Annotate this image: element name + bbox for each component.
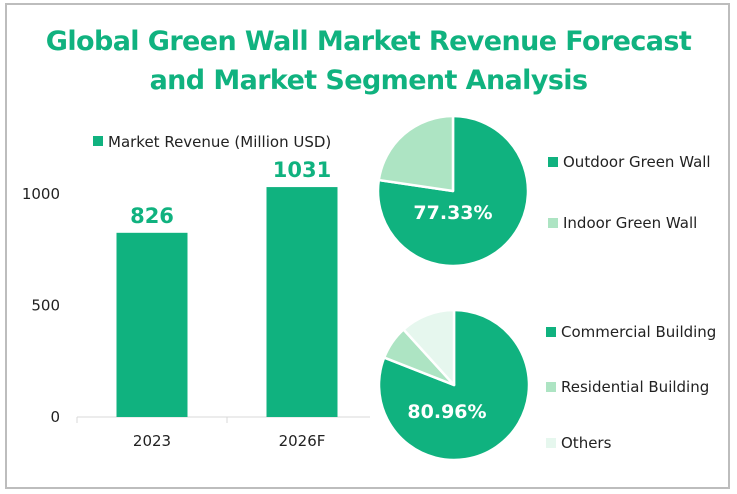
legend-swatch: [546, 382, 556, 392]
legend-swatch: [548, 218, 558, 228]
pie-legend-wall-type: Outdoor Green Wall Indoor Green Wall: [548, 153, 711, 232]
bar-value-label: 826: [130, 204, 174, 228]
bar-2026F: [266, 187, 338, 417]
legend-label: Outdoor Green Wall: [563, 153, 711, 171]
legend-label: Commercial Building: [561, 323, 716, 341]
bar-2023: [116, 232, 188, 417]
y-tick-label: 1000: [22, 185, 60, 203]
legend-label: Residential Building: [561, 378, 709, 396]
bar-value-label: 1031: [273, 158, 331, 182]
legend-swatch: [546, 327, 556, 337]
legend-label: Indoor Green Wall: [563, 214, 697, 232]
pie-slice-others: [402, 308, 456, 387]
pie-legend-building-type: Commercial Building Residential Building O…: [546, 323, 716, 452]
bar-legend-label: Market Revenue (Million USD): [108, 133, 331, 151]
bar-chart: Market Revenue (Million USD) 0 500 1000 82…: [22, 133, 370, 450]
chart-frame: [5, 3, 730, 489]
pie-percent-label: 77.33%: [413, 202, 492, 224]
pie-slice-commercial-building: [377, 308, 531, 462]
title-line-2: and Market Segment Analysis: [149, 65, 588, 96]
legend-label: Others: [561, 434, 612, 452]
chart-title: Global Green Wall Market Revenue Forecas…: [0, 22, 737, 100]
legend-swatch: [546, 438, 556, 448]
pie-slice-indoor-green-wall: [377, 114, 455, 193]
y-tick-label: 0: [50, 408, 60, 426]
x-tick-label: 2026F: [279, 432, 326, 450]
pie-percent-label: 80.96%: [407, 401, 486, 423]
bar-legend-swatch: [93, 136, 103, 146]
legend-swatch: [548, 157, 558, 167]
x-tick-label: 2023: [133, 432, 171, 450]
y-tick-label: 500: [31, 297, 60, 315]
pie-chart-building-type: 80.96%: [377, 308, 531, 462]
title-line-1: Global Green Wall Market Revenue Forecas…: [45, 26, 692, 57]
pie-chart-wall-type: 77.33%: [376, 114, 530, 268]
